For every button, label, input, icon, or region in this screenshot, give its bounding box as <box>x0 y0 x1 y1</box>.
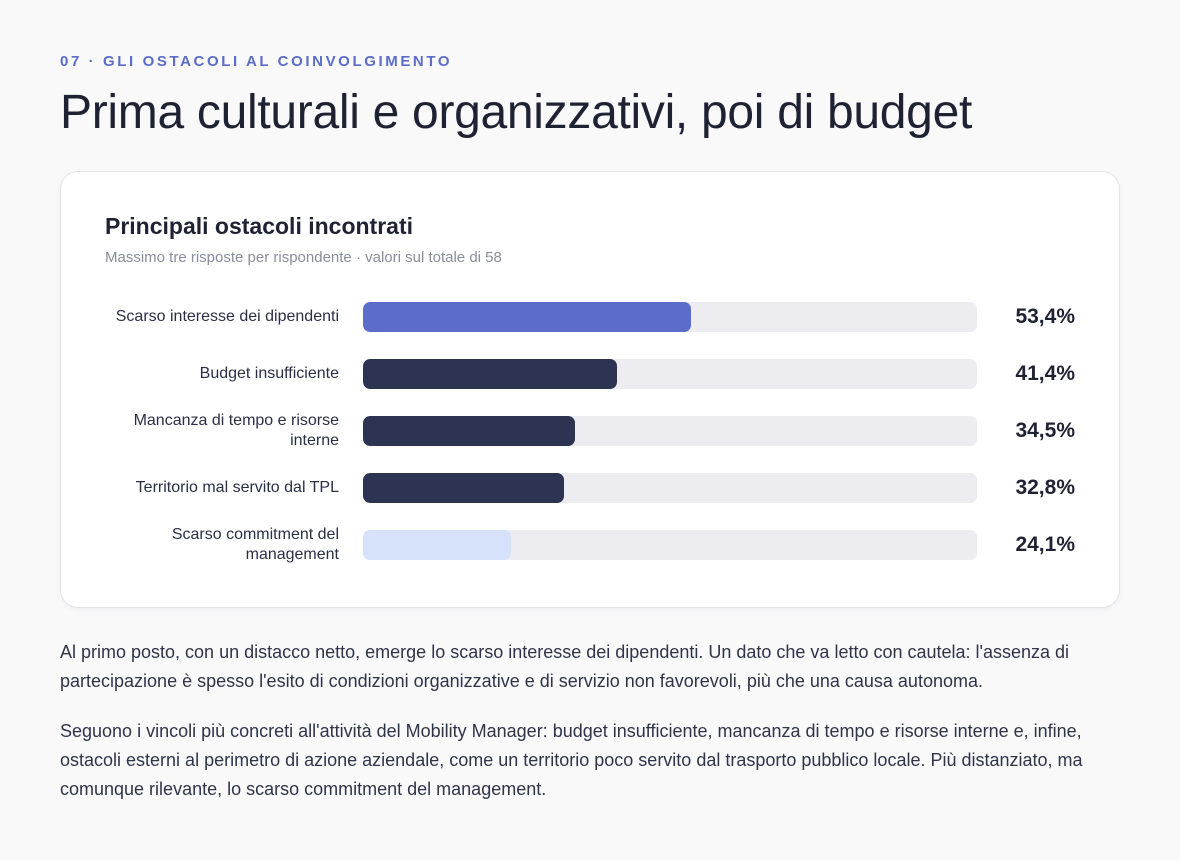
bar-value-label: 53,4% <box>1015 305 1075 328</box>
bar-track <box>363 302 977 332</box>
bar-label: Scarso interesse dei dipendenti <box>115 308 339 325</box>
bar <box>363 359 618 389</box>
bar-value-label: 41,4% <box>1015 362 1075 385</box>
bar-label: Budget insufficiente <box>199 365 339 382</box>
paragraph-2: Seguono i vincoli più concreti all'attiv… <box>60 721 1083 799</box>
chart-title: Principali ostacoli incontrati <box>105 213 414 239</box>
bar-row: Scarso commitment del management 24,1% <box>61 526 1121 563</box>
section-eyebrow: 07 · GLI OSTACOLI AL COINVOLGIMENTO <box>60 53 453 70</box>
chart-subtitle: Massimo tre risposte per rispondente · v… <box>105 249 502 266</box>
bar-label: Territorio mal servito dal TPL <box>135 479 339 496</box>
bar-label: Scarso commitment del management <box>171 526 339 563</box>
bar-value-label: 34,5% <box>1015 419 1075 442</box>
bar-track <box>363 530 977 560</box>
bar-label: Mancanza di tempo e risorse interne <box>133 412 339 449</box>
bar <box>363 416 575 446</box>
bar <box>363 302 691 332</box>
page-title: Prima culturali e organizzativi, poi di … <box>60 86 973 139</box>
bar-row: Budget insufficiente 41,4% <box>61 358 1121 390</box>
bar-row: Scarso interesse dei dipendenti 53,4% <box>61 301 1121 333</box>
chart-card: Principali ostacoli incontrati Massimo t… <box>60 171 1120 608</box>
bar-track <box>363 359 977 389</box>
bar-track <box>363 416 977 446</box>
bar-row: Mancanza di tempo e risorse interne 34,5% <box>61 412 1121 449</box>
bar-value-label: 24,1% <box>1015 533 1075 556</box>
bar <box>363 530 511 560</box>
bar-row: Territorio mal servito dal TPL 32,8% <box>61 472 1121 504</box>
bar-track <box>363 473 977 503</box>
paragraph-1: Al primo posto, con un distacco netto, e… <box>60 642 1070 691</box>
bar-value-label: 32,8% <box>1015 476 1075 499</box>
bar <box>363 473 565 503</box>
